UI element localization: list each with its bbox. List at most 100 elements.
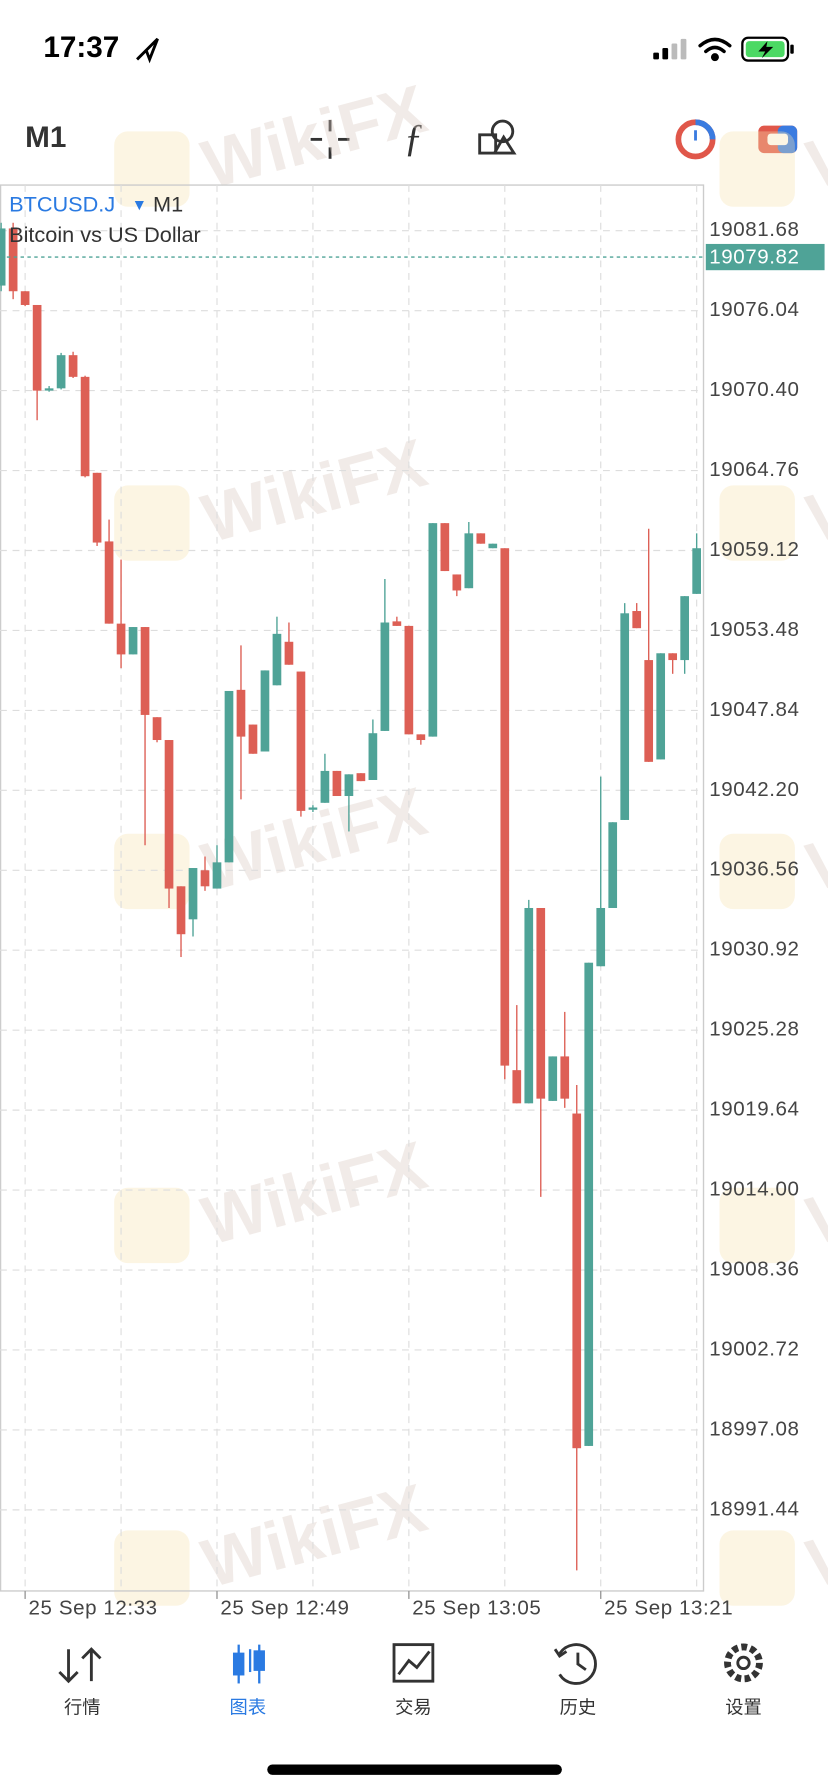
y-tick-label: 19070.40 (709, 378, 799, 401)
home-indicator (267, 1764, 562, 1775)
candle-body (548, 1056, 558, 1101)
x-tick-label: 25 Sep 12:33 (29, 1597, 158, 1620)
candle-body (116, 623, 126, 655)
candle-body (416, 734, 426, 741)
candle-body (440, 523, 450, 572)
tab-label[interactable]: 行情 (64, 1696, 101, 1717)
y-tick-label: 18991.44 (709, 1497, 799, 1520)
watermark-text: WikiFX (194, 70, 434, 203)
candle-body (488, 543, 498, 549)
candle-body (644, 660, 654, 762)
watermark-text: WikiFX (194, 1469, 434, 1602)
candle-body (296, 671, 306, 811)
candle-body (344, 774, 354, 797)
y-tick-label: 19008.36 (709, 1257, 799, 1280)
candle-body (608, 822, 618, 908)
history-tab[interactable] (553, 1643, 597, 1685)
quotes-tab[interactable] (58, 1647, 102, 1684)
candle-body (500, 548, 510, 1066)
candle-body (20, 291, 30, 305)
symbol-dropdown[interactable] (134, 201, 144, 211)
y-tick-label: 19042.20 (709, 778, 799, 801)
candle-body (152, 717, 162, 741)
candle-body (668, 653, 678, 661)
candle-body (176, 886, 186, 935)
trade-toggle[interactable] (758, 125, 798, 154)
y-tick-label: 19047.84 (709, 698, 799, 721)
candle-body (56, 355, 66, 389)
crosshair-button[interactable] (310, 119, 350, 159)
y-tick-label: 19002.72 (709, 1337, 799, 1360)
symbol-name[interactable]: BTCUSD.J (9, 191, 115, 216)
chart-timeframe: M1 (153, 191, 183, 216)
candle-body (164, 740, 174, 889)
indicators-button[interactable]: ƒ (404, 117, 423, 160)
chart-tab[interactable] (232, 1644, 265, 1684)
signal-icon (653, 38, 687, 60)
candle-body (404, 625, 414, 735)
candle-body (620, 613, 630, 820)
candle-body (380, 622, 390, 731)
plot: 19081.68 19076.04 19070.40 19064.76 19059.12… (0, 185, 825, 1620)
candle-body (68, 355, 78, 377)
candle-body (524, 907, 534, 1104)
watermark-text: WikiFX (800, 424, 828, 557)
y-tick-label: 19014.00 (709, 1177, 799, 1200)
watermark-logo (719, 131, 795, 207)
watermark-text: WikiFX (800, 1126, 828, 1259)
candle-body (320, 770, 330, 803)
candle-body (224, 690, 234, 863)
candle-body (596, 907, 606, 967)
candle-body (692, 548, 702, 594)
candle-body (572, 1113, 582, 1449)
x-tick-label: 25 Sep 13:05 (412, 1597, 541, 1620)
watermark-logo (719, 1187, 795, 1264)
watermark-text: WikiFX (800, 772, 828, 905)
trade-tab[interactable] (392, 1643, 435, 1683)
history-toggle[interactable] (675, 119, 716, 160)
tab-label[interactable]: 图表 (230, 1696, 267, 1717)
candle-body (308, 807, 318, 810)
y-tick-label: 19053.48 (709, 618, 799, 641)
watermark-logo (114, 1530, 190, 1606)
settings-tab[interactable] (724, 1643, 763, 1683)
candle-body (92, 472, 102, 543)
tab-label[interactable]: 历史 (560, 1696, 597, 1717)
candle-body (680, 596, 690, 661)
location-icon (136, 37, 159, 64)
status-time: 17:37 (43, 31, 119, 64)
x-tick-label: 25 Sep 13:21 (604, 1597, 733, 1620)
candle-body (212, 862, 222, 889)
watermark-text: WikiFX (194, 1126, 434, 1259)
tab-label[interactable]: 设置 (725, 1696, 762, 1717)
candle-body (8, 228, 18, 292)
candle-body (200, 870, 210, 887)
candle-body (464, 533, 474, 589)
candle-body (368, 733, 378, 780)
candle-body (536, 907, 546, 1099)
candle-body (560, 1056, 570, 1099)
wifi-icon (698, 37, 732, 62)
candle-body (80, 376, 90, 477)
watermark-text: WikiFX (194, 424, 434, 557)
objects-button[interactable] (478, 119, 517, 155)
watermark-logo (114, 485, 190, 561)
tab-label[interactable]: 交易 (395, 1696, 432, 1717)
candle-body (332, 770, 342, 797)
y-tick-label: 19076.04 (709, 298, 799, 321)
battery-icon (741, 36, 794, 62)
candle-body (44, 388, 54, 391)
candle-body (356, 773, 366, 782)
candle-body (128, 627, 138, 655)
timeframe-button[interactable]: M1 (25, 121, 66, 154)
chart-frame (0, 184, 705, 1592)
candle-body (272, 633, 282, 686)
candle-body (236, 689, 246, 737)
watermark-text: WikiFX (800, 1469, 828, 1602)
candle-body (188, 868, 198, 920)
candle-body (428, 523, 438, 737)
candle-body (584, 962, 594, 1446)
y-tick-label: 18997.08 (709, 1417, 799, 1440)
candle-body (104, 541, 114, 624)
candle-body (248, 724, 258, 754)
